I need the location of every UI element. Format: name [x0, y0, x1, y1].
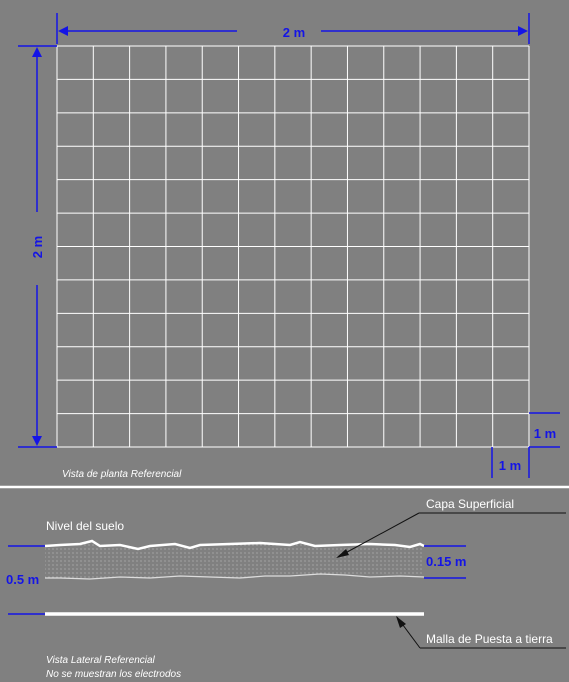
grounding-grid-label: Malla de Puesta a tierra	[426, 632, 553, 646]
arrow-up-icon	[32, 47, 42, 57]
surface-depth-dimension: 0.15 m	[424, 545, 466, 579]
side-view-caption-line2: No se muestran los electrodos	[46, 669, 181, 680]
cell-dimension: 1 m 1 m	[491, 412, 560, 478]
plan-view: 2 m 2 m 1 m 1 m Vista de planta Referenc…	[18, 13, 560, 480]
width-dimension: 2 m	[56, 13, 530, 44]
plan-view-caption: Vista de planta Referencial	[62, 469, 182, 480]
mesh-grid	[56, 45, 530, 448]
surface-layer-callout: Capa Superficial	[336, 497, 566, 558]
height-dimension: 2 m	[18, 45, 57, 448]
surface-layer	[45, 541, 424, 579]
side-view-caption-line1: Vista Lateral Referencial	[46, 655, 156, 666]
surface-depth-label: 0.15 m	[426, 554, 466, 569]
callout-arrow-icon	[336, 549, 349, 558]
grid-depth-label: 0.5 m	[6, 572, 39, 587]
arrow-right-icon	[518, 26, 528, 36]
cell-height-label: 1 m	[534, 426, 556, 441]
cell-width-label: 1 m	[499, 458, 521, 473]
grid-depth-dimension: 0.5 m	[6, 545, 45, 615]
grounding-grid-callout: Malla de Puesta a tierra	[396, 616, 566, 649]
arrow-left-icon	[58, 26, 68, 36]
height-label: 2 m	[30, 236, 45, 258]
surface-layer-bottom	[45, 573, 425, 580]
arrow-down-icon	[32, 436, 42, 446]
ground-level-label: Nivel del suelo	[46, 519, 124, 533]
width-label: 2 m	[283, 25, 305, 40]
surface-layer-label: Capa Superficial	[426, 497, 514, 511]
ground-surface-line	[44, 539, 425, 551]
callout-arrow-icon	[396, 616, 406, 628]
side-view: 0.15 m 0.5 m Nivel del suelo Capa Superf…	[6, 497, 566, 680]
